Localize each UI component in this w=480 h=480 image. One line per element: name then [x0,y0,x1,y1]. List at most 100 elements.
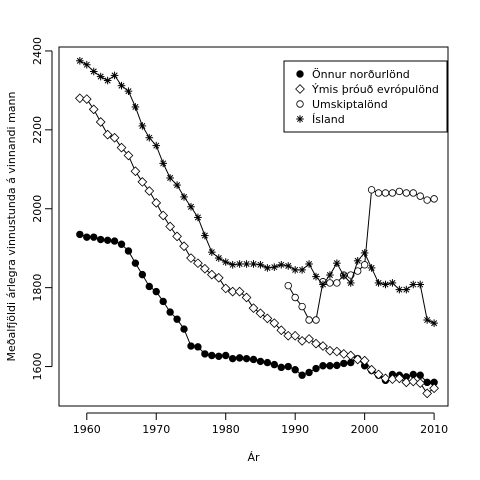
data-point [152,287,160,296]
data-point [395,187,404,196]
data-point [228,260,237,269]
data-point [206,269,217,280]
data-point [312,364,320,373]
data-point [409,189,417,197]
data-point [290,330,301,341]
data-point [194,213,202,222]
data-point [269,318,280,329]
data-point [222,351,230,360]
data-point [312,272,320,281]
data-point [208,248,216,256]
series-layer [74,57,439,399]
data-point [228,354,237,363]
data-point [333,259,341,267]
legend-label: Umskiptalönd [312,98,388,111]
x-tick-label: 1970 [142,423,170,436]
series-4 [76,57,438,327]
data-point [366,364,377,375]
data-point [346,279,355,287]
data-point [298,302,306,311]
data-point [110,237,119,245]
data-point [277,363,285,372]
data-point [201,231,209,240]
data-point [82,60,91,69]
data-point [381,280,390,289]
data-point [208,351,216,360]
data-point [422,388,433,399]
data-point [124,87,133,95]
data-point [394,373,405,384]
data-point [88,104,99,115]
data-point [248,303,259,314]
data-point [159,159,167,168]
data-point [326,362,334,370]
data-point [102,129,113,140]
data-point [158,210,169,221]
data-point [284,281,292,290]
data-point [359,355,370,366]
data-point [296,70,304,78]
data-point [408,376,419,387]
data-point [333,361,341,370]
data-point [179,241,189,252]
data-point [130,166,141,177]
data-point [423,196,431,204]
data-point [173,315,181,323]
data-point [276,325,287,336]
y-tick-label: 1800 [31,274,44,302]
data-point [367,264,376,272]
data-point [166,308,174,316]
series-line [79,97,435,395]
data-point [81,94,92,104]
data-point [380,373,391,384]
data-point [109,132,120,143]
data-point [234,286,245,297]
data-point [298,266,306,274]
data-point [319,280,327,289]
y-tick-label: 1600 [31,353,44,381]
data-point [270,360,279,369]
x-tick-label: 2000 [351,423,379,436]
data-point [256,260,265,269]
data-point [263,264,272,272]
data-point [305,368,313,377]
y-axis: 1600 1800 2000 2200 2400 [31,37,53,381]
data-point [221,258,230,266]
data-point [95,117,106,127]
data-point [172,231,182,242]
data-point [311,338,321,349]
data-point [241,292,252,303]
data-point [76,230,84,239]
data-point [395,285,404,294]
data-point [117,240,126,248]
y-tick-label: 2200 [31,116,44,144]
data-point [187,202,195,211]
data-point [312,316,320,324]
data-point [256,357,265,366]
data-point [360,249,369,257]
data-point [331,346,342,357]
data-point [96,235,105,244]
data-point [353,257,362,265]
data-point [242,260,251,268]
data-point [220,283,231,294]
legend-item: Ísland [296,113,345,126]
y-axis-title: Meðalfjöldi árlegra vinnustunda á vinnan… [5,92,18,362]
data-point [96,72,105,81]
y-tick-label: 2000 [31,195,44,223]
plot-frame [58,46,449,407]
data-point [227,286,238,297]
data-point [215,352,223,360]
legend: Önnur norðurlönd Ýmis þróuð evrópulönd Ums… [283,60,448,133]
data-point [131,259,140,267]
data-point [193,258,203,269]
data-point [180,325,188,333]
data-point [373,369,384,380]
data-point [284,362,292,371]
data-point [430,319,438,327]
data-point [123,150,134,161]
data-point [325,345,335,356]
data-point [200,263,210,274]
data-point [291,266,299,274]
